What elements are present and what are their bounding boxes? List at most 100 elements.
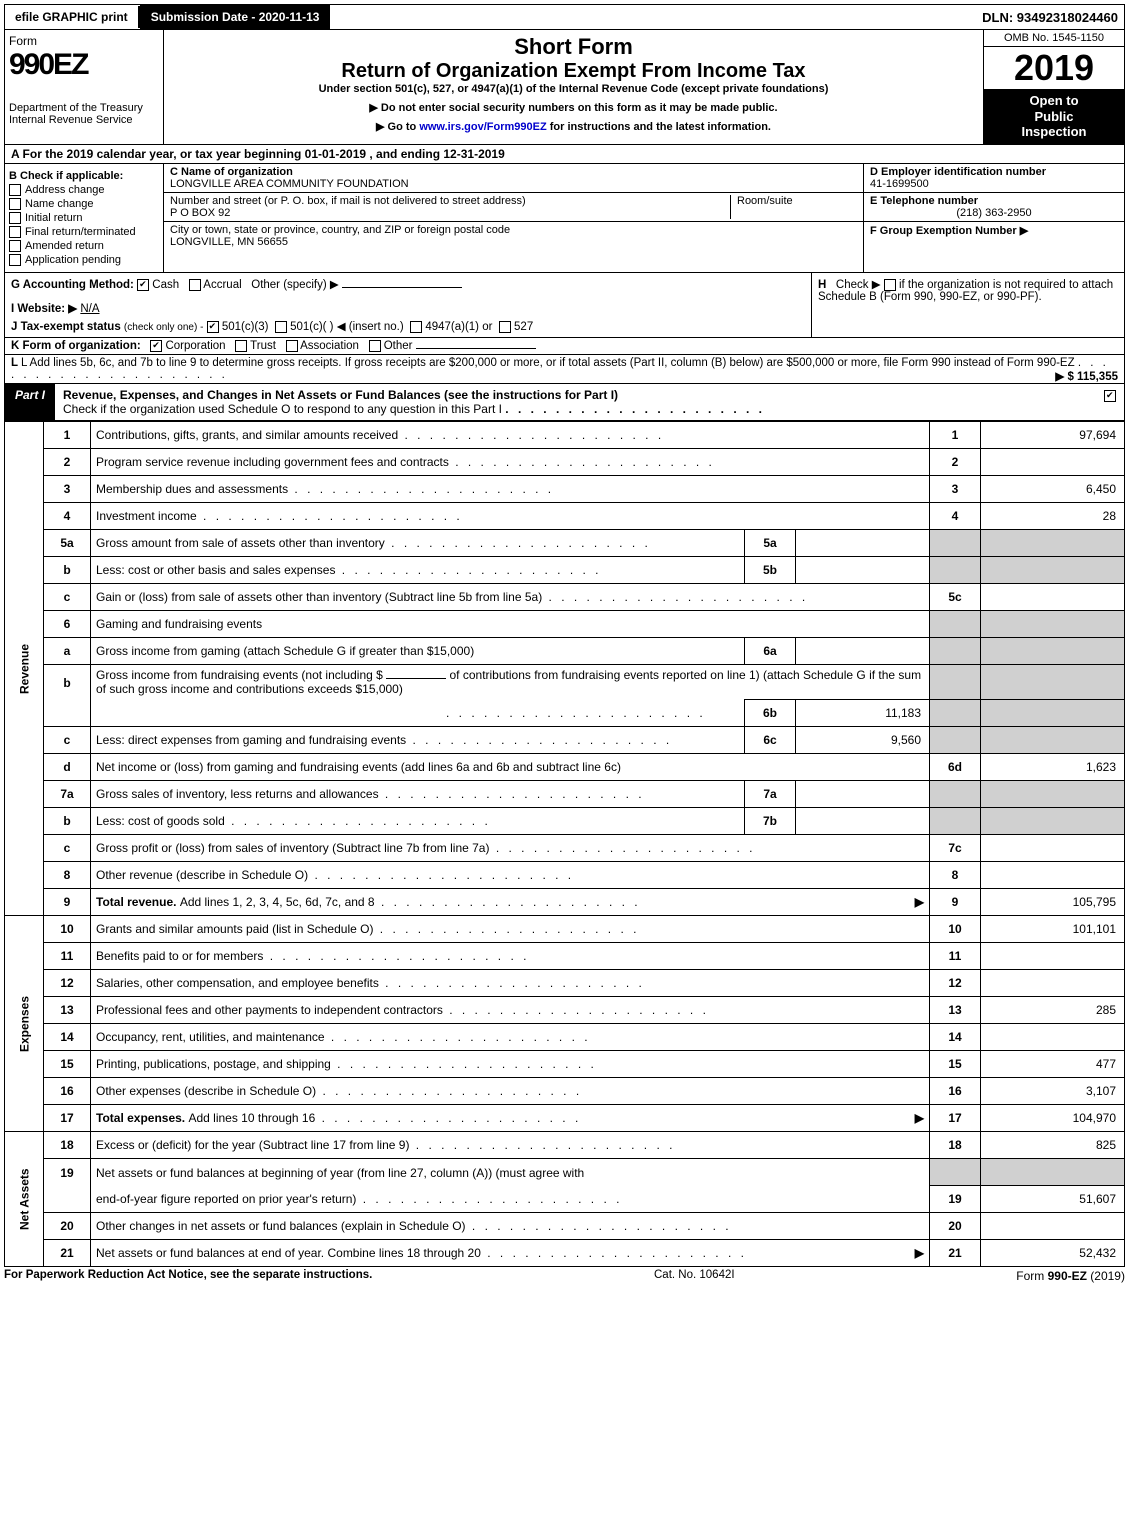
j-label: J Tax-exempt status (11, 321, 121, 333)
insp-3: Inspection (988, 124, 1120, 140)
check-corporation[interactable] (150, 340, 162, 352)
lbl-accrual: Accrual (203, 279, 241, 291)
check-amended-return[interactable] (9, 240, 21, 252)
l-amount: ▶ $ 115,355 (1055, 369, 1118, 383)
line-5a-desc: Gross amount from sale of assets other t… (96, 536, 385, 550)
org-name: LONGVILLE AREA COMMUNITY FOUNDATION (170, 178, 409, 190)
check-address-change[interactable] (9, 184, 21, 196)
check-other-org[interactable] (369, 340, 381, 352)
line-8-num: 8 (44, 862, 91, 889)
line-2-amount (981, 449, 1125, 476)
section-bcdef: B Check if applicable: Address change Na… (4, 164, 1125, 274)
insp-1: Open to (988, 93, 1120, 109)
form-label: Form (9, 34, 159, 48)
lbl-other-method: Other (specify) ▶ (251, 279, 338, 291)
line-4-amount: 28 (981, 503, 1125, 530)
irs-link[interactable]: www.irs.gov/Form990EZ (419, 121, 546, 133)
line-12-ln: 12 (930, 970, 981, 997)
part-1-label: Part I (5, 384, 55, 420)
check-initial-return[interactable] (9, 212, 21, 224)
line-7a-desc: Gross sales of inventory, less returns a… (96, 787, 379, 801)
line-7c-num: c (44, 835, 91, 862)
line-21-arrow: ▶ (915, 1246, 924, 1260)
line-10-amount: 101,101 (981, 916, 1125, 943)
line-9-arrow: ▶ (915, 895, 924, 909)
line-3-amount: 6,450 (981, 476, 1125, 503)
omb-number: OMB No. 1545-1150 (984, 30, 1124, 47)
line-8-desc: Other revenue (describe in Schedule O) (96, 868, 308, 882)
instr-suffix: for instructions and the latest informat… (550, 121, 771, 133)
check-4947[interactable] (410, 321, 422, 333)
check-app-pending[interactable] (9, 254, 21, 266)
check-accrual[interactable] (189, 279, 201, 291)
line-12-desc: Salaries, other compensation, and employ… (96, 976, 379, 990)
line-20-ln: 20 (930, 1213, 981, 1240)
line-20-amount (981, 1213, 1125, 1240)
line-8-amount (981, 862, 1125, 889)
check-schedule-b[interactable] (884, 279, 896, 291)
line-10-desc: Grants and similar amounts paid (list in… (96, 922, 373, 936)
check-cash[interactable] (137, 279, 149, 291)
line-6d-desc: Net income or (loss) from gaming and fun… (91, 754, 930, 781)
check-trust[interactable] (235, 340, 247, 352)
lbl-other-org: Other (384, 340, 413, 352)
revenue-section-label: Revenue (5, 422, 44, 916)
line-5c-num: c (44, 584, 91, 611)
check-association[interactable] (286, 340, 298, 352)
line-1-desc: Contributions, gifts, grants, and simila… (96, 428, 398, 442)
line-11-amount (981, 943, 1125, 970)
footer-center: Cat. No. 10642I (654, 1269, 735, 1283)
line-3-ln: 3 (930, 476, 981, 503)
check-name-change[interactable] (9, 198, 21, 210)
line-7c-desc: Gross profit or (loss) from sales of inv… (96, 841, 489, 855)
b-title: B Check if applicable: (9, 170, 159, 182)
insp-2: Public (988, 109, 1120, 125)
j-note: (check only one) - (124, 322, 203, 333)
check-527[interactable] (499, 321, 511, 333)
line-16-ln: 16 (930, 1078, 981, 1105)
efile-print-button[interactable]: efile GRAPHIC print (5, 6, 140, 28)
i-label: I Website: ▶ (11, 303, 77, 315)
f-label: F Group Exemption Number ▶ (870, 225, 1028, 237)
line-17-arrow: ▶ (915, 1111, 924, 1125)
lbl-address-change: Address change (25, 184, 105, 196)
line-21-ln: 21 (930, 1240, 981, 1267)
check-schedule-o-part1[interactable] (1104, 390, 1116, 402)
lbl-initial-return: Initial return (25, 212, 82, 224)
line-3-desc: Membership dues and assessments (96, 482, 288, 496)
line-15-ln: 15 (930, 1051, 981, 1078)
line-5b-mid: 5b (745, 557, 796, 584)
line-6c-desc: Less: direct expenses from gaming and fu… (96, 733, 406, 747)
line-16-amount: 3,107 (981, 1078, 1125, 1105)
dept-text: Department of the Treasury Internal Reve… (9, 102, 159, 126)
footer-left: For Paperwork Reduction Act Notice, see … (4, 1269, 372, 1283)
check-final-return[interactable] (9, 226, 21, 238)
line-6-desc: Gaming and fundraising events (91, 611, 930, 638)
line-6d-num: d (44, 754, 91, 781)
submission-date-button[interactable]: Submission Date - 2020-11-13 (140, 5, 331, 29)
check-501c3[interactable] (207, 321, 219, 333)
line-17-amount: 104,970 (981, 1105, 1125, 1132)
lbl-final-return: Final return/terminated (25, 226, 136, 238)
line-4-desc: Investment income (96, 509, 197, 523)
instr-prefix: ▶ Go to (376, 121, 419, 133)
row-l: L L Add lines 5b, 6c, and 7b to line 9 t… (4, 355, 1125, 384)
line-6c-mid: 6c (745, 727, 796, 754)
lbl-cash: Cash (152, 279, 179, 291)
top-bar: efile GRAPHIC print Submission Date - 20… (4, 4, 1125, 30)
line-6a-num: a (44, 638, 91, 665)
line-12-num: 12 (44, 970, 91, 997)
tax-year: 2019 (984, 47, 1124, 89)
lbl-trust: Trust (250, 340, 276, 352)
line-16-desc: Other expenses (describe in Schedule O) (96, 1084, 316, 1098)
line-6a-mid: 6a (745, 638, 796, 665)
line-13-ln: 13 (930, 997, 981, 1024)
city-value: LONGVILLE, MN 56655 (170, 236, 288, 248)
line-18-desc: Excess or (deficit) for the year (Subtra… (96, 1138, 409, 1152)
c-label: C Name of organization (170, 166, 293, 178)
line-6b-num: b (44, 665, 91, 700)
check-501c[interactable] (275, 321, 287, 333)
line-11-desc: Benefits paid to or for members (96, 949, 263, 963)
e-label: E Telephone number (870, 195, 978, 207)
page-footer: For Paperwork Reduction Act Notice, see … (4, 1267, 1125, 1285)
